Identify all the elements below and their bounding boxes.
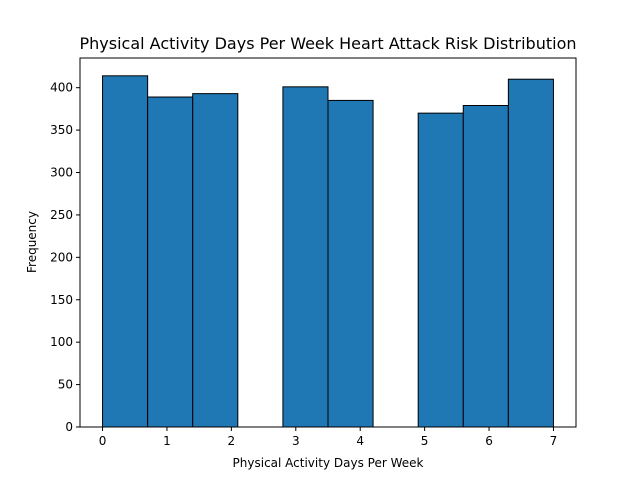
x-axis-label: Physical Activity Days Per Week [233, 456, 424, 470]
histogram-bar-9 [507, 78, 554, 428]
histogram-bar-1 [147, 96, 194, 428]
bars-group [102, 75, 554, 428]
y-tick-label: 100 [50, 335, 73, 349]
chart-title: Physical Activity Days Per Week Heart At… [80, 34, 577, 53]
x-tick-label: 6 [485, 434, 493, 448]
x-tick-label: 4 [356, 434, 364, 448]
x-axis-ticks: 0 1 2 3 4 5 6 7 [99, 427, 558, 448]
y-tick-label: 250 [50, 208, 73, 222]
x-tick-label: 7 [550, 434, 558, 448]
y-tick-label: 350 [50, 123, 73, 137]
y-axis-ticks: 0 50 100 150 200 250 300 350 400 [50, 81, 80, 434]
y-tick-label: 400 [50, 81, 73, 95]
histogram-bar-5 [327, 99, 374, 428]
plot-frame [79, 57, 577, 428]
y-tick-label: 150 [50, 293, 73, 307]
x-tick-label: 2 [228, 434, 236, 448]
x-tick-label: 1 [163, 434, 171, 448]
histogram-bar-2 [192, 93, 239, 428]
x-tick-label: 0 [99, 434, 107, 448]
histogram-bar-0 [102, 75, 149, 428]
histogram-bar-7 [417, 112, 464, 428]
x-tick-label: 5 [421, 434, 429, 448]
x-tick-label: 3 [292, 434, 300, 448]
histogram-bar-4 [282, 86, 329, 428]
y-tick-label: 50 [58, 378, 73, 392]
y-tick-label: 300 [50, 166, 73, 180]
y-tick-label: 0 [65, 420, 73, 434]
y-tick-label: 200 [50, 250, 73, 264]
histogram-bar-8 [462, 105, 509, 428]
y-axis-label: Frequency [25, 211, 39, 273]
